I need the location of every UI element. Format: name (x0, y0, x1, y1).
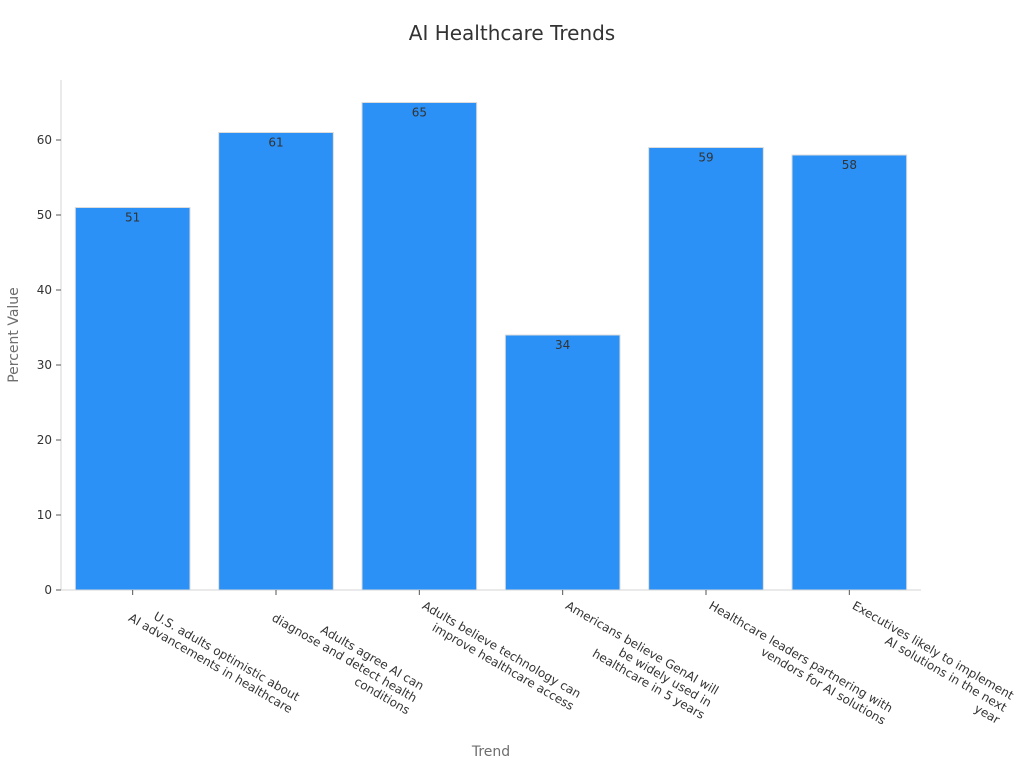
bar (74, 207, 191, 591)
bar-value-label: 58 (842, 158, 857, 172)
x-tick-label-line: improve healthcare access (430, 620, 577, 713)
chart-title: AI Healthcare Trends (409, 21, 615, 45)
x-axis-ticks: U.S. adults optimistic aboutAI advanceme… (126, 590, 1016, 728)
bar (791, 154, 908, 591)
x-tick-label: Adults believe technology canimprove hea… (413, 598, 583, 713)
y-tick-label: 20 (37, 433, 52, 447)
y-tick-label: 0 (44, 583, 52, 597)
x-tick-label-line: vendors for AI solutions (758, 645, 888, 728)
y-tick-label: 40 (37, 283, 52, 297)
y-tick-label: 30 (37, 358, 52, 372)
bar (218, 132, 334, 591)
x-axis-title: Trend (471, 744, 510, 760)
bar-value-label: 59 (698, 151, 713, 165)
bar-value-label: 61 (268, 136, 283, 150)
bar-value-label: 51 (125, 211, 140, 225)
y-tick-label: 60 (37, 133, 52, 147)
x-tick-label: Americans believe GenAI willbe widely us… (549, 598, 721, 721)
x-tick-label-line: AI solutions in the next (883, 634, 1010, 715)
y-tick-label: 10 (37, 508, 52, 522)
y-axis-title: Percent Value (6, 287, 22, 383)
bar (361, 102, 478, 591)
x-tick-label-line: Adults believe technology can (420, 598, 583, 700)
bars-group (74, 102, 908, 591)
bar (504, 334, 621, 591)
bar-labels-group: 51 61 65 34 59 58 (125, 106, 857, 353)
x-tick-label-line: Executives likely to implement (850, 598, 1017, 702)
y-axis-ticks: 0 10 20 30 40 50 60 (37, 133, 61, 597)
bar (648, 147, 764, 591)
y-tick-label: 50 (37, 208, 52, 222)
x-tick-label-line: AI advancements in healthcare (126, 611, 295, 717)
bar-value-label: 34 (555, 338, 570, 352)
bar-value-label: 65 (412, 106, 427, 120)
